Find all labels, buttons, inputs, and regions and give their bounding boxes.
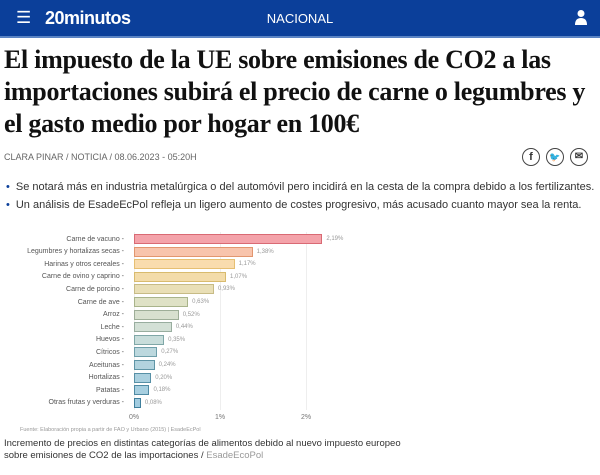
gridline	[134, 232, 135, 410]
value-label: 0,27%	[161, 349, 179, 356]
x-tick-label: 1%	[215, 414, 226, 421]
bullet-item: Se notará más en industria metalúrgica o…	[6, 178, 600, 196]
x-tick-label: 2%	[301, 414, 312, 421]
value-label: 0,52%	[182, 311, 200, 318]
category-label: Leche -	[100, 323, 124, 331]
bar	[134, 284, 214, 295]
share-buttons: f 🐦 ✉	[522, 148, 588, 166]
value-label: 1,38%	[256, 248, 274, 255]
twitter-share-icon[interactable]: 🐦	[546, 148, 564, 166]
value-label: 0,18%	[153, 387, 171, 394]
gridline	[306, 232, 307, 410]
bar	[134, 322, 172, 333]
chart-source: Fuente: Elaboración propia a partir de F…	[20, 427, 201, 433]
price-increase-chart: 0% 1% 2% Carne de vacuno - 2,19% Legumbres y …	[0, 228, 600, 424]
category-label: Otras frutas y verduras -	[48, 399, 124, 407]
bullet-item: Un análisis de EsadeEcPol refleja un lig…	[6, 196, 600, 214]
category-label: Carne de ovino y caprino -	[41, 273, 124, 281]
category-label: Hortalizas -	[88, 374, 124, 382]
brand-logo[interactable]: 20minutos	[45, 8, 131, 28]
section-label[interactable]: NACIONAL	[266, 11, 334, 26]
bar	[134, 246, 253, 257]
bar	[134, 385, 150, 396]
caption-text: Incremento de precios en distintas categ…	[4, 438, 401, 461]
value-label: 0,08%	[144, 399, 162, 406]
hamburger-menu-icon[interactable]: ☰	[16, 8, 32, 27]
bar	[134, 259, 235, 270]
bar	[134, 297, 189, 307]
value-label: 1,07%	[230, 273, 248, 280]
category-label: Carne de vacuno -	[66, 235, 124, 243]
category-label: Patatas -	[95, 386, 124, 394]
category-label: Aceitunas -	[88, 361, 124, 369]
image-caption: Incremento de precios en distintas categ…	[4, 438, 401, 461]
category-label: Legumbres y hortalizas secas -	[27, 248, 124, 256]
article-meta: CLARA PINAR / NOTICIA / 08.06.2023 - 05:…	[4, 152, 197, 162]
value-label: 0,63%	[192, 299, 210, 305]
caption-credit: EsadeEcoPol	[206, 450, 264, 461]
value-label: 2,19%	[326, 236, 344, 242]
bar	[134, 271, 227, 282]
value-label: 0,35%	[168, 336, 186, 343]
value-label: 0,93%	[217, 286, 235, 293]
x-tick-label: 0%	[129, 414, 140, 421]
article-title: El impuesto de la UE sobre emisiones de …	[4, 45, 586, 138]
category-label: Carne de ave -	[77, 298, 124, 306]
value-label: 0,44%	[175, 324, 193, 331]
user-icon[interactable]	[574, 9, 588, 25]
bar	[134, 397, 141, 408]
bar	[134, 347, 158, 358]
value-label: 0,20%	[155, 374, 173, 381]
bar	[134, 360, 155, 370]
category-label: Cítricos -	[96, 348, 124, 356]
top-nav-bar: ☰ 20minutos NACIONAL	[0, 0, 600, 38]
bar	[134, 234, 323, 244]
bar	[134, 309, 179, 320]
facebook-share-icon[interactable]: f	[522, 148, 540, 166]
category-label: Arroz -	[103, 311, 124, 319]
bar	[134, 372, 152, 383]
category-label: Huevos -	[95, 336, 124, 344]
summary-bullets: Se notará más en industria metalúrgica o…	[6, 178, 600, 214]
meta-row: CLARA PINAR / NOTICIA / 08.06.2023 - 05:…	[4, 146, 588, 168]
category-label: Harinas y otros cereales -	[44, 260, 124, 268]
email-share-icon[interactable]: ✉	[570, 148, 588, 166]
category-label: Carne de porcino -	[66, 285, 124, 293]
bar	[134, 334, 165, 345]
value-label: 0,24%	[158, 362, 176, 368]
value-label: 1,17%	[238, 261, 256, 268]
gridline	[220, 232, 221, 410]
